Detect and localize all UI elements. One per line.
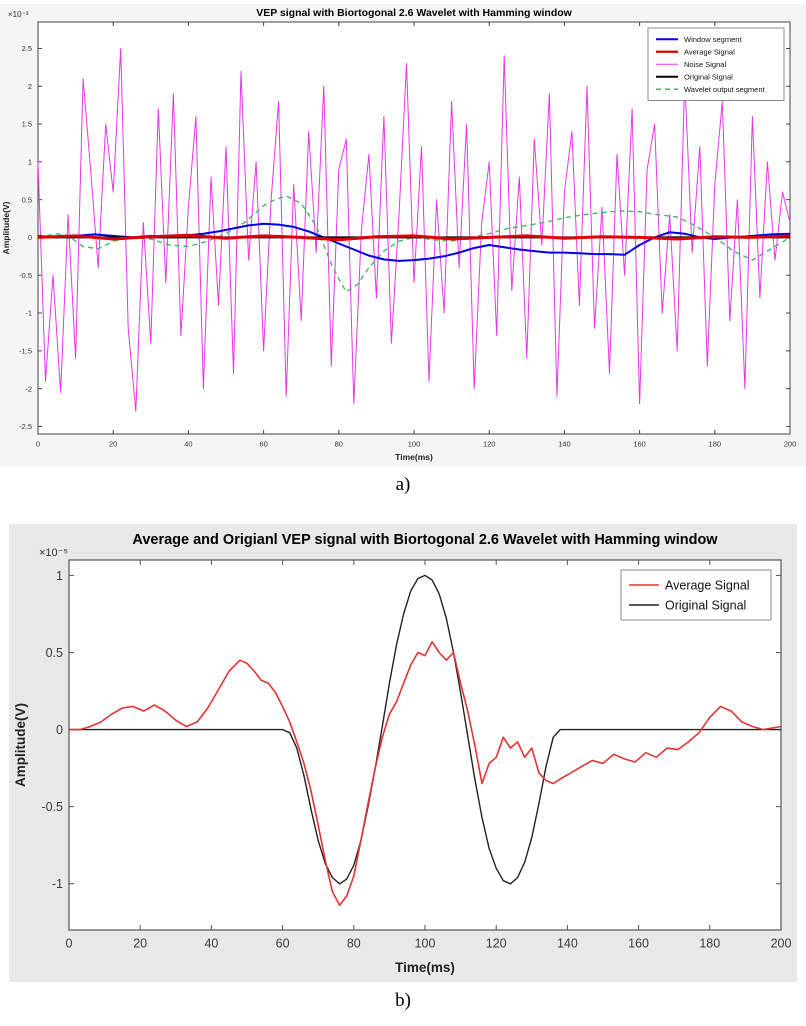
svg-text:120: 120 <box>483 440 496 449</box>
svg-text:20: 20 <box>133 937 147 951</box>
svg-text:0.5: 0.5 <box>22 195 32 204</box>
svg-text:0.5: 0.5 <box>46 646 63 660</box>
svg-text:VEP signal with Biortogonal 2.: VEP signal with Biortogonal 2.6 Wavelet … <box>256 7 572 19</box>
svg-text:60: 60 <box>259 440 267 449</box>
svg-text:Average and Origianl VEP signa: Average and Origianl VEP signal with Bio… <box>132 532 718 548</box>
svg-text:0: 0 <box>36 440 40 449</box>
svg-text:200: 200 <box>784 440 797 449</box>
svg-text:80: 80 <box>335 440 343 449</box>
svg-text:80: 80 <box>347 937 361 951</box>
svg-text:-1.5: -1.5 <box>19 346 32 355</box>
figure-a-caption: a) <box>395 474 411 495</box>
svg-text:Window segment: Window segment <box>684 35 742 44</box>
svg-text:60: 60 <box>276 937 290 951</box>
svg-text:2.5: 2.5 <box>22 44 32 53</box>
svg-text:180: 180 <box>699 937 720 951</box>
svg-text:Time(ms): Time(ms) <box>395 452 433 462</box>
svg-text:Amplitude(V): Amplitude(V) <box>1 201 11 254</box>
svg-text:-2.5: -2.5 <box>19 422 32 431</box>
svg-text:1.5: 1.5 <box>22 120 32 129</box>
figure-b: 0 20 40 60 80 100 120 140 160 180 200 -1 -0.5 0 0.5 1 Av… <box>0 524 806 1012</box>
svg-text:Average Signal: Average Signal <box>684 47 735 56</box>
svg-text:Average Signal: Average Signal <box>665 578 750 592</box>
svg-text:140: 140 <box>557 937 578 951</box>
svg-text:Original Signal: Original Signal <box>684 72 733 81</box>
svg-text:Time(ms): Time(ms) <box>395 960 455 975</box>
svg-text:100: 100 <box>408 440 421 449</box>
svg-text:0: 0 <box>56 723 63 737</box>
svg-text:200: 200 <box>771 937 792 951</box>
svg-text:-2: -2 <box>25 384 32 393</box>
svg-text:-1: -1 <box>52 877 63 891</box>
svg-text:40: 40 <box>204 937 218 951</box>
svg-text:0: 0 <box>66 937 73 951</box>
svg-text:20: 20 <box>109 440 117 449</box>
svg-text:160: 160 <box>633 440 646 449</box>
svg-text:Original Signal: Original Signal <box>665 598 746 612</box>
vep-signal-chart: 0 20 40 60 80 100 120 140 160 180 200-2.5-2-1.5-1-… <box>0 4 806 466</box>
svg-text:Wavelet output segment: Wavelet output segment <box>684 85 766 94</box>
svg-text:180: 180 <box>709 440 722 449</box>
svg-text:-0.5: -0.5 <box>19 271 32 280</box>
svg-text:Amplitude(V): Amplitude(V) <box>13 703 28 787</box>
svg-text:100: 100 <box>415 937 436 951</box>
svg-text:0: 0 <box>28 233 32 242</box>
svg-text:160: 160 <box>628 937 649 951</box>
average-original-vep-chart: 0 20 40 60 80 100 120 140 160 180 200 -1 -0.5 0 0.5 1 Av… <box>9 524 797 982</box>
svg-text:140: 140 <box>558 440 571 449</box>
svg-text:Noise Signal: Noise Signal <box>684 60 726 69</box>
svg-text:×10⁻³: ×10⁻³ <box>8 10 29 19</box>
svg-text:1: 1 <box>56 569 63 583</box>
svg-text:×10⁻⁵: ×10⁻⁵ <box>39 547 68 559</box>
figure-b-caption: b) <box>395 990 411 1011</box>
svg-text:120: 120 <box>486 937 507 951</box>
svg-text:1: 1 <box>28 157 32 166</box>
svg-text:-0.5: -0.5 <box>41 800 63 814</box>
svg-text:40: 40 <box>184 440 192 449</box>
svg-text:-1: -1 <box>25 309 32 318</box>
figure-a: 0 20 40 60 80 100 120 140 160 180 200 -2.5 -2 -1.5 -1-… <box>0 4 806 496</box>
svg-text:2: 2 <box>28 82 32 91</box>
